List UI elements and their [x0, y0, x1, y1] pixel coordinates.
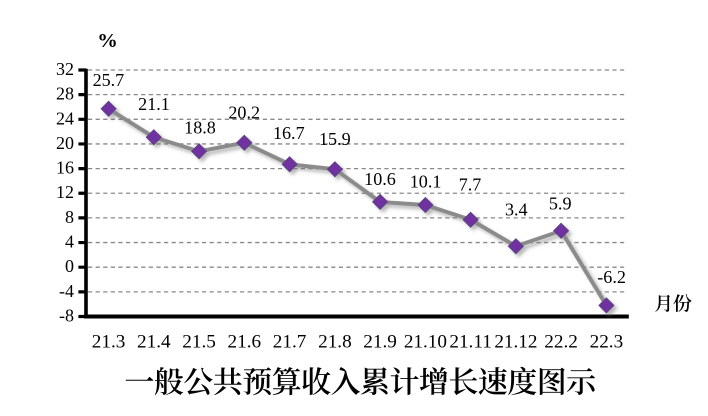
svg-text:15.9: 15.9 — [319, 129, 351, 149]
svg-text:21.6: 21.6 — [228, 332, 262, 353]
svg-text:24: 24 — [56, 108, 74, 128]
svg-text:32: 32 — [56, 59, 74, 79]
svg-text:21.10: 21.10 — [404, 332, 447, 353]
svg-text:-6.2: -6.2 — [597, 267, 626, 287]
svg-text:-4: -4 — [59, 281, 74, 301]
svg-text:10.1: 10.1 — [410, 171, 442, 191]
svg-text:8: 8 — [65, 207, 74, 227]
svg-text:3.4: 3.4 — [505, 200, 528, 220]
svg-text:5.9: 5.9 — [549, 194, 572, 214]
svg-text:%: % — [97, 30, 118, 52]
svg-text:21.8: 21.8 — [318, 332, 352, 353]
svg-text:20: 20 — [56, 133, 74, 153]
svg-text:0: 0 — [65, 256, 74, 276]
svg-text:22.2: 22.2 — [544, 332, 578, 353]
svg-text:25.7: 25.7 — [93, 70, 125, 90]
svg-text:21.7: 21.7 — [273, 332, 307, 353]
svg-text:21.1: 21.1 — [138, 94, 170, 114]
svg-text:7.7: 7.7 — [459, 174, 482, 194]
svg-text:20.2: 20.2 — [228, 103, 260, 123]
svg-text:12: 12 — [56, 182, 74, 202]
svg-text:21.12: 21.12 — [494, 332, 537, 353]
svg-text:16: 16 — [56, 158, 74, 178]
svg-text:21.3: 21.3 — [92, 332, 126, 353]
svg-text:4: 4 — [65, 232, 74, 252]
svg-text:21.4: 21.4 — [137, 332, 171, 353]
svg-text:10.6: 10.6 — [364, 169, 396, 189]
svg-text:18.8: 18.8 — [184, 118, 216, 138]
svg-text:21.11: 21.11 — [449, 332, 491, 353]
svg-text:21.5: 21.5 — [182, 332, 216, 353]
svg-text:22.3: 22.3 — [590, 332, 624, 353]
svg-text:16.7: 16.7 — [273, 123, 305, 143]
svg-text:-8: -8 — [59, 306, 74, 326]
svg-text:21.9: 21.9 — [363, 332, 397, 353]
svg-text:28: 28 — [56, 84, 74, 104]
